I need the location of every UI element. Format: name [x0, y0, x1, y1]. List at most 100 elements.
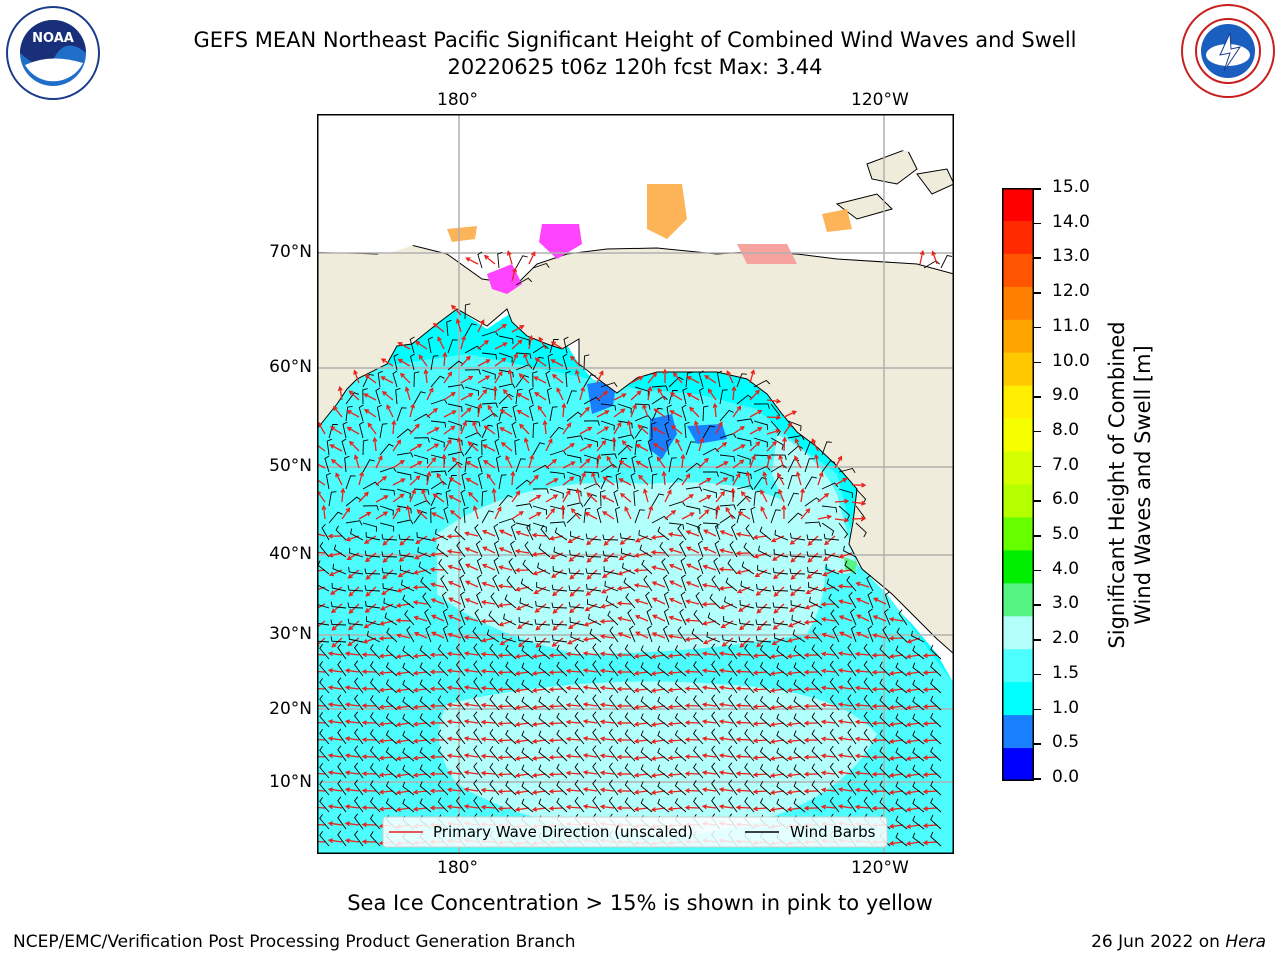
wave-direction-arrow	[348, 620, 360, 630]
wave-arrow-head	[720, 490, 726, 497]
wave-arrow-head	[463, 531, 470, 537]
wave-direction-arrow	[341, 488, 344, 503]
wave-direction-arrow	[443, 371, 452, 384]
wave-arrow-head	[586, 492, 592, 498]
wave-direction-arrow	[481, 738, 496, 741]
wave-arrow-head	[549, 554, 556, 560]
wind-barb	[744, 746, 755, 762]
wind-barb	[460, 489, 466, 507]
wave-direction-arrow	[329, 822, 343, 826]
wave-arrow-head	[905, 823, 912, 829]
wave-arrow-head	[451, 456, 457, 463]
wave-arrow-head	[842, 478, 848, 483]
wave-arrow-head	[514, 653, 521, 659]
wave-arrow-head	[786, 721, 793, 727]
wind-barb	[570, 631, 585, 643]
wave-direction-arrow	[749, 370, 755, 384]
wind-barb	[693, 678, 704, 694]
wave-direction-arrow	[703, 669, 717, 673]
wave-arrow-head	[346, 426, 352, 432]
wave-arrow-head	[800, 487, 806, 494]
wind-barb	[640, 781, 653, 796]
wave-arrow-head	[497, 805, 503, 811]
wave-direction-arrow	[498, 756, 513, 759]
wave-arrow-head	[523, 352, 528, 358]
wave-direction-arrow	[399, 552, 411, 562]
wave-arrow-head	[752, 755, 758, 761]
wind-barb	[568, 568, 585, 575]
land-arctic-islands	[866, 148, 918, 185]
footer-date-text: 26 Jun 2022 on	[1091, 932, 1226, 952]
wave-arrow-head	[719, 530, 725, 535]
wave-direction-arrow	[533, 552, 547, 556]
wave-direction-arrow	[346, 703, 360, 707]
wind-barb	[473, 745, 483, 762]
wind-barb	[489, 643, 500, 660]
wave-arrow-head	[399, 493, 405, 499]
wind-barb	[337, 745, 347, 762]
wave-direction-arrow	[788, 722, 802, 726]
wave-direction-arrow	[516, 773, 530, 777]
lat-label-50n: 50°N	[269, 456, 312, 476]
wave-arrow-head	[437, 336, 442, 342]
wave-arrow-head	[502, 342, 508, 347]
wind-barb	[750, 506, 756, 524]
wave-direction-arrow	[923, 739, 938, 742]
wind-barb	[806, 534, 823, 541]
wave-arrow-head	[599, 719, 606, 725]
wave-arrow-head	[837, 583, 843, 589]
colorbar-segment	[1002, 583, 1034, 617]
wave-direction-arrow	[562, 490, 571, 503]
wave-arrow-head	[465, 461, 471, 466]
wave-direction-arrow	[703, 565, 717, 571]
wave-direction-arrow	[652, 614, 666, 622]
wind-barb	[319, 745, 330, 762]
colorbar-segment	[1002, 253, 1034, 288]
wave-arrow-head	[787, 422, 793, 428]
wave-arrow-head	[818, 471, 824, 477]
wind-barb	[930, 678, 942, 694]
wave-arrow-head	[536, 494, 542, 500]
colorbar-tick-label: 0.5	[1052, 732, 1080, 753]
wind-barb	[693, 661, 704, 677]
wave-arrow-head	[446, 668, 453, 674]
wave-direction-arrow	[839, 569, 853, 573]
wind-barb	[419, 662, 432, 677]
wind-barb	[464, 420, 481, 427]
wave-arrow-head	[601, 439, 607, 446]
wave-arrow-head	[771, 640, 777, 646]
wave-arrow-head	[803, 720, 809, 726]
wave-arrow-head	[603, 557, 609, 563]
wave-direction-arrow	[720, 805, 734, 809]
wave-arrow-head	[412, 721, 419, 727]
wave-direction-arrow	[652, 581, 666, 588]
wave-direction-arrow	[668, 722, 683, 725]
wave-direction-arrow	[618, 632, 632, 639]
wave-arrow-head	[837, 668, 844, 674]
wave-direction-arrow	[613, 393, 626, 401]
wave-direction-arrow	[431, 583, 445, 588]
wind-barb	[396, 452, 414, 458]
wave-direction-arrow	[464, 636, 479, 639]
wave-direction-arrow	[364, 393, 377, 401]
wave-direction-arrow	[923, 722, 938, 725]
wave-arrow-head	[362, 638, 368, 644]
wind-barb	[517, 635, 534, 643]
wave-direction-arrow	[465, 598, 479, 605]
wind-barb	[879, 695, 891, 711]
wind-barb	[506, 575, 517, 592]
wind-barb	[634, 403, 651, 410]
wind-barb	[319, 779, 330, 796]
wave-arrow-head	[757, 427, 763, 432]
wave-arrow-head	[353, 454, 359, 460]
wave-direction-arrow	[562, 461, 575, 469]
wind-barb	[335, 525, 347, 541]
wave-direction-arrow	[772, 552, 785, 561]
wind-barb	[505, 678, 517, 694]
wind-barb	[366, 616, 381, 626]
footer-host: Hera	[1225, 932, 1266, 952]
wind-barb	[565, 370, 571, 388]
wave-direction-arrow	[586, 569, 598, 580]
wave-direction-arrow	[686, 546, 700, 554]
wave-arrow-head	[500, 441, 506, 447]
